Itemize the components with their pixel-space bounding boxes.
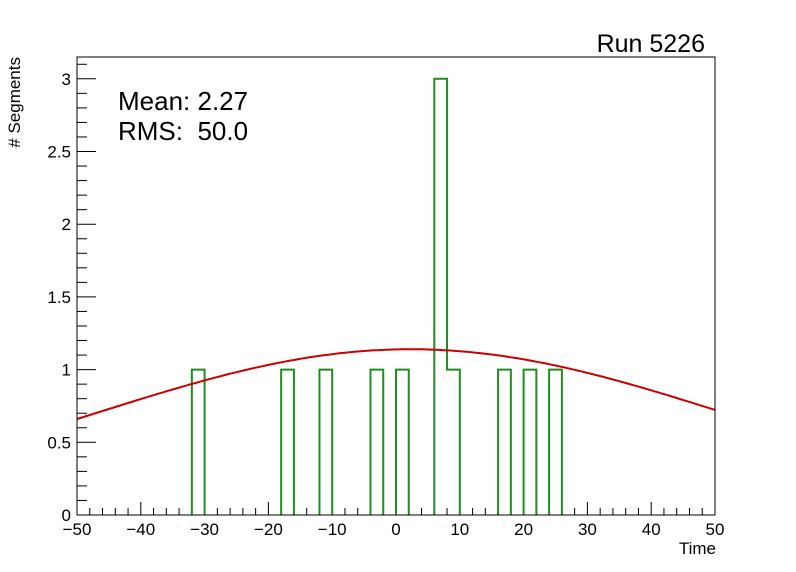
x-tick-label: −20 (254, 520, 283, 539)
x-tick-label: 30 (578, 520, 597, 539)
histogram-bin (192, 370, 205, 515)
histogram-bin (447, 370, 460, 515)
x-tick-label: −50 (63, 520, 92, 539)
x-tick-label: 50 (706, 520, 725, 539)
stats-mean: Mean: 2.27 (118, 86, 248, 116)
x-axis-label: Time (679, 539, 716, 558)
x-tick-label: −10 (318, 520, 347, 539)
x-tick-label: −30 (190, 520, 219, 539)
y-tick-label: 3 (62, 70, 71, 89)
histogram-bin (434, 79, 447, 515)
y-tick-label: 0.5 (47, 433, 71, 452)
y-tick-label: 2 (62, 215, 71, 234)
x-tick-label: −40 (126, 520, 155, 539)
chart-title: Run 5226 (597, 30, 705, 58)
histogram-bin (396, 370, 409, 515)
y-tick-label: 0 (62, 506, 71, 525)
gaussian-fit-curve (76, 348, 716, 420)
histogram-bin (319, 370, 332, 515)
y-tick-label: 1.5 (47, 288, 71, 307)
x-tick-label: 40 (642, 520, 661, 539)
x-tick-label: 10 (450, 520, 469, 539)
histogram-bin (370, 370, 383, 515)
y-axis-label: # Segments (5, 57, 24, 148)
y-tick-label: 2.5 (47, 143, 71, 162)
plot-frame (76, 56, 716, 516)
x-tick-label: 0 (391, 520, 400, 539)
x-tick-label: 20 (514, 520, 533, 539)
stats-rms: RMS: 50.0 (118, 116, 248, 146)
histogram-bin (549, 370, 562, 515)
histogram-bin (281, 370, 294, 515)
histogram-bin (524, 370, 537, 515)
histogram-bin (498, 370, 511, 515)
histogram-line (190, 77, 563, 515)
y-tick-label: 1 (62, 361, 71, 380)
